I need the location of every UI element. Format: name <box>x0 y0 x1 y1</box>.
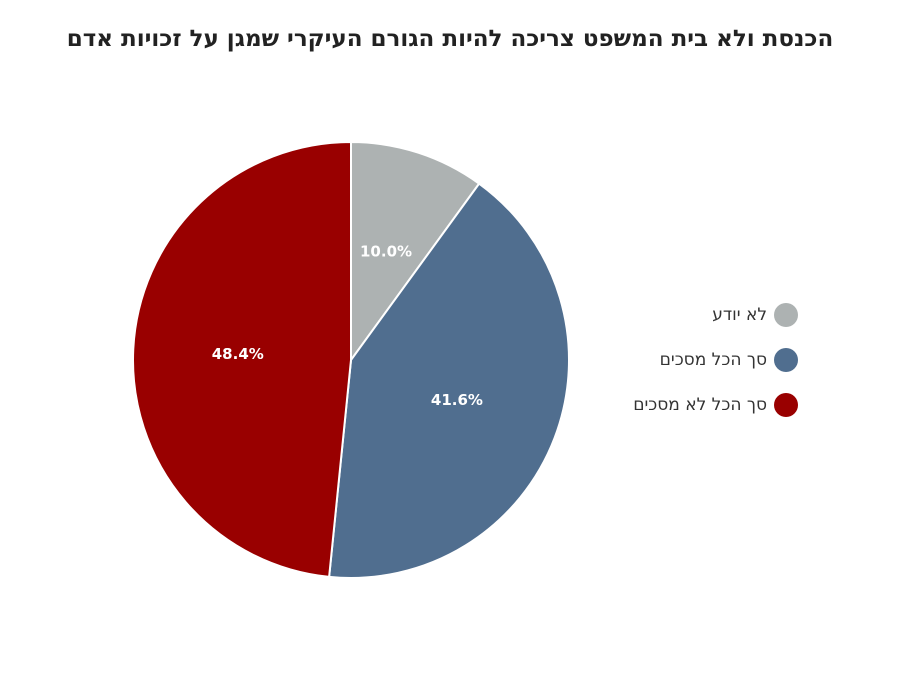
legend-swatch <box>774 348 798 372</box>
pie-slice <box>328 182 570 579</box>
legend: לא יודע סך הכל מסכים סך הכל לא מסכים <box>633 300 798 435</box>
slice-value-label: 10.0% <box>360 243 412 261</box>
slice-value-label: 41.6% <box>431 391 483 409</box>
pie-slice <box>132 141 352 578</box>
legend-item-total-disagree: סך הכל לא מסכים <box>633 390 798 420</box>
legend-swatch <box>774 303 798 327</box>
legend-item-dont-know: לא יודע <box>633 300 798 330</box>
legend-item-total-agree: סך הכל מסכים <box>633 345 798 375</box>
pie-labels: 10.0% 41.6% 48.4% <box>212 243 483 409</box>
slice-value-label: 48.4% <box>212 345 264 363</box>
pie-slice <box>350 141 481 361</box>
legend-swatch <box>774 393 798 417</box>
chart-title: הכנסת ולא בית המשפט צריכה להיות הגורם הע… <box>66 26 834 52</box>
pie-slices <box>132 141 570 579</box>
legend-label: סך הכל מסכים <box>659 350 767 370</box>
legend-label: לא יודע <box>712 305 767 325</box>
legend-label: סך הכל לא מסכים <box>633 395 767 415</box>
